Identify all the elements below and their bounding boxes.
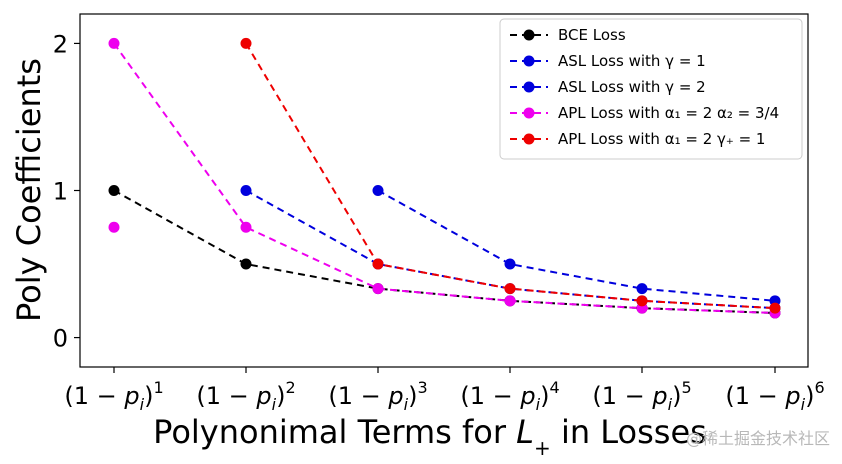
x-axis-ticks: (1 − pi)1 (1 − pi)2 (1 − pi)3 (1 − pi)4 (1 −… — [64, 367, 825, 414]
data-point — [240, 221, 252, 233]
series-line — [245, 42, 776, 310]
legend-label: APL Loss with α₁ = 2 γ₊ = 1 — [558, 130, 765, 148]
series-layer — [108, 37, 781, 319]
data-point — [108, 221, 120, 233]
y-axis-title: Poly Coefficients — [10, 58, 48, 322]
data-point — [240, 37, 252, 49]
legend: BCE Loss ASL Loss with γ = 1 ASL Loss with… — [499, 18, 803, 160]
data-point — [504, 295, 516, 307]
data-point — [504, 283, 516, 295]
x-tick-label: (1 − pi)1 — [64, 378, 163, 414]
legend-label: ASL Loss with γ = 2 — [558, 78, 706, 96]
legend-label: BCE Loss — [558, 26, 626, 44]
series-line — [113, 42, 776, 315]
legend-entry: ASL Loss with γ = 2 — [510, 78, 706, 96]
data-point — [504, 258, 516, 270]
y-tick-label: 2 — [53, 30, 68, 58]
data-point — [240, 258, 252, 270]
data-point — [769, 302, 781, 314]
x-axis-title: Polynonimal Terms for L+ in Losses — [153, 413, 707, 460]
data-point — [372, 185, 384, 196]
y-axis-ticks: 0 1 2 — [53, 30, 80, 353]
legend-label: ASL Loss with γ = 1 — [558, 52, 706, 70]
series-line — [377, 189, 776, 302]
x-tick-label: (1 − pi)2 — [196, 378, 295, 414]
legend-entry: APL Loss with α₁ = 2 α₂ = 3/4 — [510, 104, 779, 122]
data-point — [636, 283, 648, 295]
y-tick-label: 1 — [53, 178, 68, 206]
series-3 — [372, 185, 781, 307]
x-tick-label: (1 − pi)6 — [725, 378, 824, 414]
data-point — [108, 185, 120, 196]
x-tick-label: (1 − pi)4 — [460, 378, 559, 414]
legend-box — [499, 18, 803, 160]
x-axis-title-prefix: Polynonimal Terms for — [153, 413, 516, 451]
data-point — [372, 258, 384, 270]
x-tick-label: (1 − pi)3 — [328, 378, 427, 414]
series-5 — [240, 37, 781, 314]
data-point — [108, 37, 120, 49]
x-tick-label: (1 − pi)5 — [592, 378, 691, 414]
legend-label: APL Loss with α₁ = 2 α₂ = 3/4 — [558, 104, 779, 122]
data-point — [636, 295, 648, 307]
y-tick-label: 0 — [53, 325, 68, 353]
legend-entry: BCE Loss — [510, 26, 626, 44]
legend-entry: APL Loss with α₁ = 2 γ₊ = 1 — [510, 130, 765, 148]
data-point — [240, 185, 252, 196]
data-point — [372, 283, 384, 295]
watermark: @稀土掘金技术社区 — [686, 429, 830, 448]
legend-entry: ASL Loss with γ = 1 — [510, 52, 706, 70]
